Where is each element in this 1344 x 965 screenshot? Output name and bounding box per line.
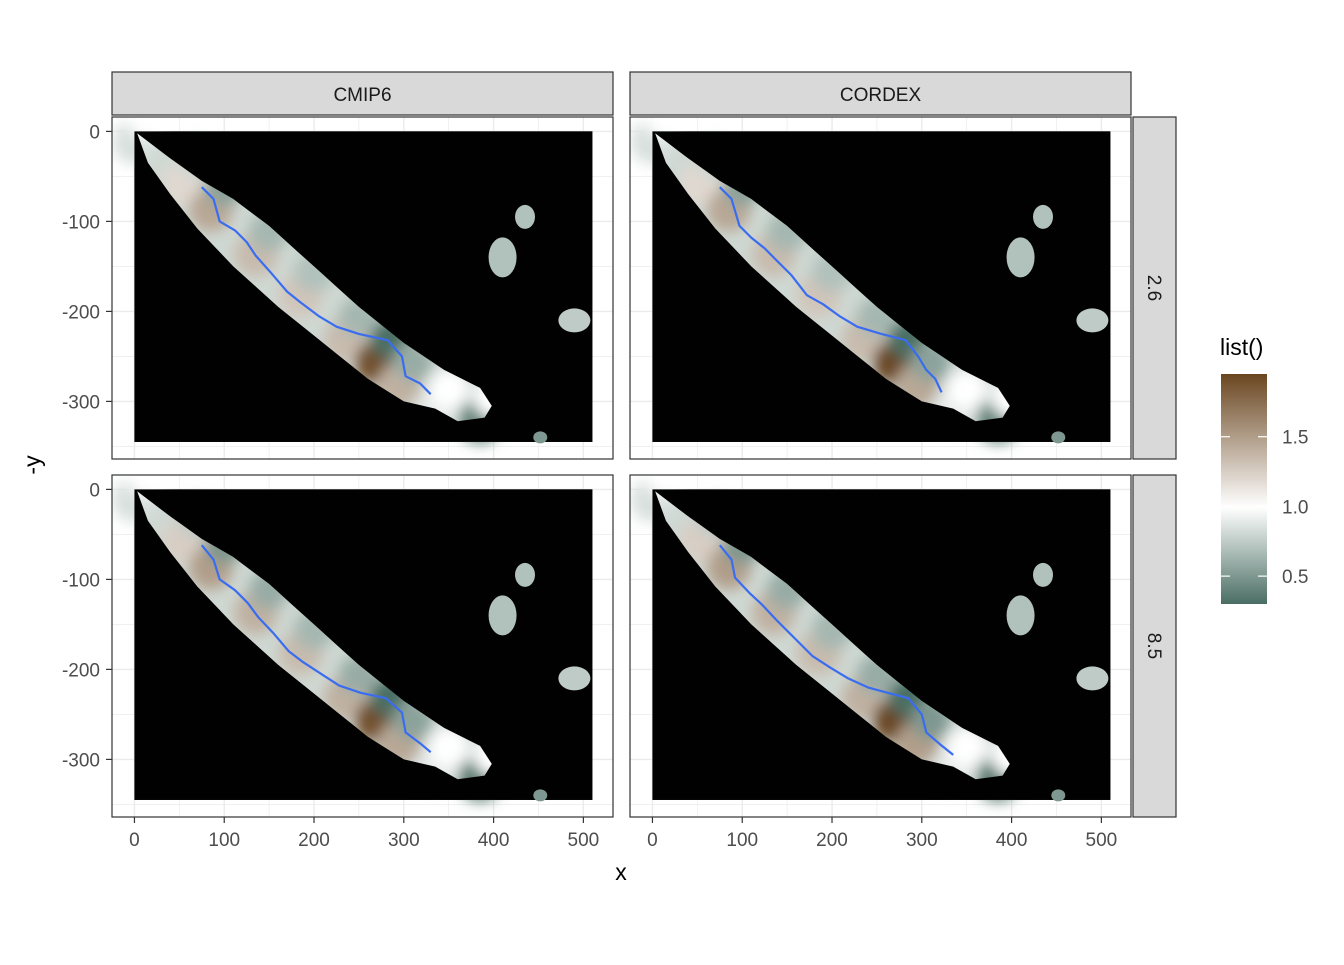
island xyxy=(488,237,517,278)
legend: list() 0.5 1.0 1.5 xyxy=(1220,334,1308,604)
ridge-landmass xyxy=(112,475,593,802)
island xyxy=(488,595,517,636)
x-axis-col-2: 0 100 200 300 400 500 xyxy=(647,817,1117,851)
x-axis-title: x xyxy=(615,859,627,885)
legend-ticks: 0.5 1.0 1.5 xyxy=(1221,428,1308,588)
y-tick-label: -100 xyxy=(62,212,100,233)
island xyxy=(558,666,591,691)
island xyxy=(1076,308,1109,333)
strips-layer: CMIP6 CORDEX 2.6 8.5 xyxy=(111,71,1177,818)
panel-cordex-8-5 xyxy=(629,474,1132,818)
island xyxy=(1006,237,1035,278)
panel-cmip6-8-5 xyxy=(111,474,614,818)
ridge-cell xyxy=(946,726,987,767)
panel-border xyxy=(629,116,1132,460)
ridge-landmass xyxy=(630,475,1111,802)
island xyxy=(515,204,536,229)
legend-tick-label: 1.5 xyxy=(1282,428,1308,449)
ridge-landmass xyxy=(112,117,593,444)
raster-mask xyxy=(652,489,1111,800)
legend-tick-label: 1.0 xyxy=(1282,497,1308,518)
island xyxy=(1033,204,1054,229)
ridge-cell xyxy=(946,368,987,409)
y-tick-label: -200 xyxy=(62,660,100,681)
strip-label: 8.5 xyxy=(1143,633,1164,659)
y-tick-label: -300 xyxy=(62,392,100,413)
raster-mask xyxy=(134,131,593,442)
island xyxy=(1076,666,1109,691)
axes-layer: 0 -100 -200 -300 0 -100 -200 -300 0 100 200 300 400 5… xyxy=(62,122,1117,851)
strip-background xyxy=(1132,116,1177,460)
panel-border xyxy=(111,116,614,460)
panels-layer xyxy=(111,116,1132,818)
contour-line xyxy=(719,186,943,393)
y-tick-label: -300 xyxy=(62,750,100,771)
panel-border xyxy=(111,474,614,818)
island xyxy=(1051,789,1066,802)
x-tick-label: 200 xyxy=(816,830,848,851)
x-tick-label: 400 xyxy=(478,830,510,851)
y-tick-label: 0 xyxy=(89,122,100,143)
y-tick-label: -200 xyxy=(62,302,100,323)
x-tick-label: 100 xyxy=(208,830,240,851)
ridge-cell xyxy=(428,368,469,409)
island xyxy=(1051,431,1066,444)
island xyxy=(533,431,548,444)
strip-label: 2.6 xyxy=(1143,275,1164,301)
ridge-landmass xyxy=(630,117,1111,444)
strip-row-8-5: 8.5 xyxy=(1132,474,1177,818)
raster-mask xyxy=(134,489,593,800)
strip-background xyxy=(111,71,614,116)
strip-label: CORDEX xyxy=(840,85,922,106)
x-axis-col-1: 0 100 200 300 400 500 xyxy=(129,817,599,851)
y-tick-label: 0 xyxy=(89,480,100,501)
strip-col-cordex: CORDEX xyxy=(629,71,1132,116)
contour-line xyxy=(718,544,954,756)
island xyxy=(1006,595,1035,636)
contour-line xyxy=(200,544,432,754)
x-tick-label: 400 xyxy=(996,830,1028,851)
x-tick-label: 100 xyxy=(726,830,758,851)
strip-background xyxy=(1132,474,1177,818)
y-axis-row-1: 0 -100 -200 -300 xyxy=(62,122,112,413)
x-tick-label: 500 xyxy=(568,830,600,851)
x-tick-label: 300 xyxy=(906,830,938,851)
island xyxy=(558,308,591,333)
island xyxy=(515,562,536,587)
y-axis-title: -y xyxy=(19,455,45,475)
x-tick-label: 0 xyxy=(129,830,140,851)
contour-line xyxy=(201,186,432,395)
strip-col-cmip6: CMIP6 xyxy=(111,71,614,116)
legend-tick-label: 0.5 xyxy=(1282,567,1308,588)
x-tick-label: 200 xyxy=(298,830,330,851)
panel-cmip6-2-6 xyxy=(111,116,614,460)
island xyxy=(1033,562,1054,587)
strip-label: CMIP6 xyxy=(333,85,391,106)
panel-border xyxy=(629,474,1132,818)
x-tick-label: 300 xyxy=(388,830,420,851)
legend-colorbar xyxy=(1221,374,1267,604)
panel-cordex-2-6 xyxy=(629,116,1132,460)
ridge-cell xyxy=(428,726,469,767)
x-tick-label: 0 xyxy=(647,830,658,851)
legend-title: list() xyxy=(1220,334,1263,360)
raster-mask xyxy=(652,131,1111,442)
y-tick-label: -100 xyxy=(62,570,100,591)
strip-background xyxy=(629,71,1132,116)
x-tick-label: 500 xyxy=(1086,830,1118,851)
island xyxy=(533,789,548,802)
strip-row-2-6: 2.6 xyxy=(1132,116,1177,460)
y-axis-row-2: 0 -100 -200 -300 xyxy=(62,480,112,771)
